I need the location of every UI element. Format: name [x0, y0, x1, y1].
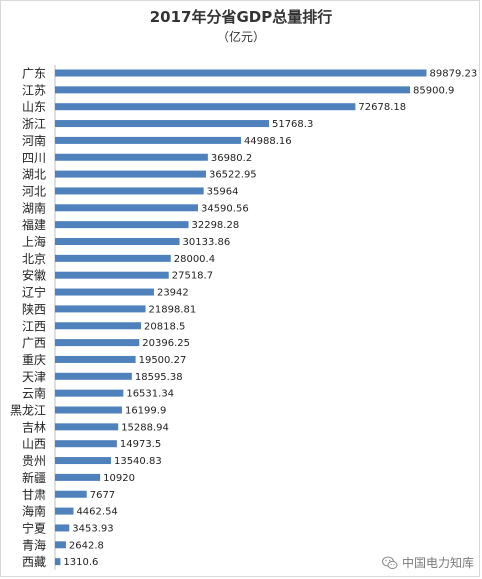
category-label: 天津 [22, 370, 46, 384]
bar [55, 305, 146, 313]
category-label: 辽宁 [22, 285, 46, 300]
value-label: 89879.23 [430, 69, 478, 80]
bar [55, 372, 132, 380]
category-label: 北京 [22, 252, 46, 266]
value-label: 13540.83 [114, 456, 162, 467]
category-label: 湖南 [22, 200, 46, 215]
value-label: 30133.86 [183, 237, 231, 248]
bar [55, 187, 204, 195]
value-label: 36522.95 [209, 170, 257, 181]
value-label: 16199.9 [125, 406, 166, 417]
watermark: 中国电力知库 [381, 554, 474, 571]
category-label: 江西 [22, 319, 46, 333]
category-label: 福建 [22, 217, 46, 232]
category-label: 安徽 [22, 268, 46, 283]
bar [55, 490, 87, 498]
category-label: 吉林 [22, 420, 46, 434]
category-label: 云南 [22, 386, 46, 401]
category-label: 河北 [22, 184, 46, 198]
bar [55, 541, 66, 549]
category-label: 西藏 [22, 555, 46, 569]
value-label: 18595.38 [135, 372, 183, 383]
bar [55, 103, 356, 111]
value-label: 7677 [90, 490, 115, 501]
chart-title: 2017年分省GDP总量排行 [149, 8, 333, 26]
category-label: 新疆 [22, 470, 46, 485]
value-label: 36980.2 [211, 153, 252, 164]
value-label: 28000.4 [174, 254, 215, 265]
value-label: 10920 [103, 473, 135, 484]
value-label: 20818.5 [144, 321, 185, 332]
chart-subtitle: （亿元） [216, 30, 265, 44]
value-label: 3453.93 [72, 523, 113, 534]
value-label: 35964 [207, 186, 239, 197]
bar [55, 406, 122, 414]
category-label: 黑龙江 [10, 404, 46, 418]
value-label: 23942 [157, 288, 189, 299]
wechat-icon [381, 556, 398, 569]
bar [55, 339, 140, 347]
value-label: 32298.28 [191, 220, 239, 231]
bar [55, 524, 70, 532]
category-label: 江苏 [22, 83, 46, 97]
value-label: 51768.3 [272, 119, 313, 130]
value-label: 72678.18 [358, 102, 406, 113]
value-label: 15288.94 [121, 422, 169, 433]
watermark-text: 中国电力知库 [401, 556, 474, 570]
bar [55, 254, 171, 262]
value-label: 14973.5 [120, 439, 161, 450]
bar [55, 322, 142, 330]
category-label: 上海 [22, 234, 46, 249]
value-label: 21898.81 [149, 304, 197, 315]
category-label: 山西 [22, 437, 46, 451]
category-label: 重庆 [22, 353, 46, 367]
bar [55, 423, 119, 431]
value-label: 19500.27 [139, 355, 187, 366]
category-label: 湖北 [22, 167, 46, 182]
value-label: 85900.9 [413, 85, 454, 96]
bar [55, 170, 206, 178]
category-label: 贵州 [22, 454, 46, 468]
bar [55, 507, 74, 515]
category-label: 河南 [22, 133, 46, 148]
bar [55, 238, 180, 245]
value-label: 20396.25 [142, 338, 190, 349]
category-label: 广东 [22, 67, 46, 81]
bar [55, 473, 101, 481]
bar [55, 355, 136, 363]
value-label: 34590.56 [201, 203, 249, 214]
category-label: 四川 [22, 151, 46, 165]
bar [55, 440, 117, 448]
bar [55, 120, 269, 128]
value-label: 44988.16 [244, 136, 292, 147]
value-label: 1310.6 [63, 557, 98, 568]
value-label: 2642.8 [69, 540, 104, 551]
bar [55, 204, 198, 212]
value-label: 16531.34 [126, 389, 174, 400]
category-label: 山东 [22, 100, 46, 114]
value-label: 4462.54 [76, 507, 117, 518]
bar [55, 69, 427, 77]
category-label: 陕西 [22, 301, 46, 316]
category-label: 甘肃 [22, 488, 46, 502]
category-label: 宁夏 [22, 520, 46, 535]
bar [55, 457, 111, 465]
category-label: 海南 [22, 504, 46, 519]
category-label: 浙江 [22, 117, 46, 131]
bar [55, 86, 411, 94]
bar [55, 271, 169, 279]
bar [55, 389, 124, 397]
bar [55, 558, 61, 566]
bar [55, 136, 241, 144]
category-label: 广西 [22, 336, 46, 350]
bar [55, 288, 154, 296]
category-label: 青海 [22, 537, 46, 552]
bar [55, 153, 208, 161]
bar [55, 221, 189, 229]
value-label: 27518.7 [172, 271, 213, 282]
